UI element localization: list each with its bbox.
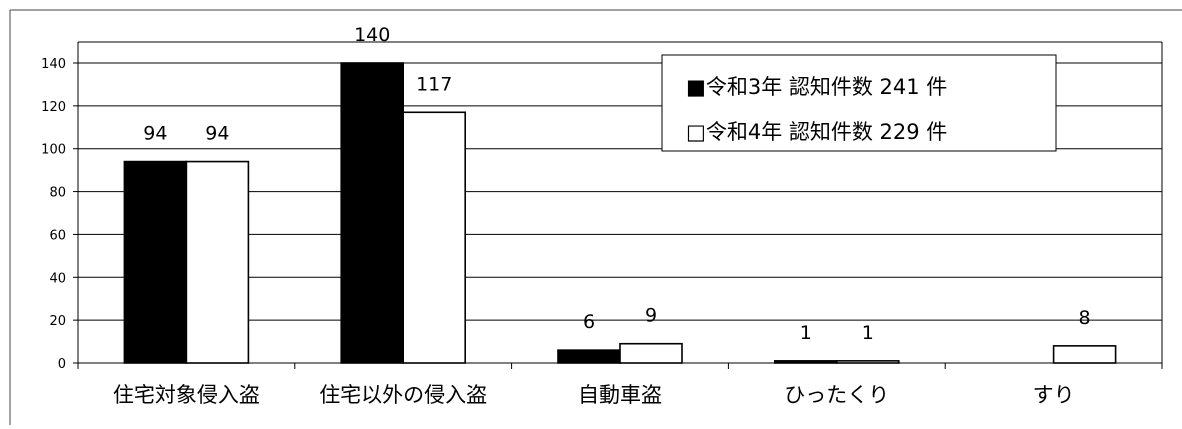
bar-reiwa4: [619, 342, 683, 364]
data-label: 1: [800, 322, 812, 344]
data-label: 94: [205, 123, 229, 145]
x-category-label: 住宅対象侵入盗: [113, 383, 260, 407]
data-label: 140: [354, 24, 390, 46]
bar-reiwa4: [402, 111, 467, 364]
bars: [123, 62, 1117, 364]
y-tick-label: 20: [49, 314, 66, 329]
bar-reiwa3: [773, 360, 838, 364]
bar-reiwa4: [835, 360, 900, 364]
x-category-label: ひったくり: [784, 383, 889, 407]
x-category-label: 自動車盗: [578, 383, 662, 407]
legend-item-reiwa4: □令和4年 認知件数 229 件: [686, 120, 947, 144]
bar-reiwa4: [1052, 345, 1117, 364]
legend-item-reiwa3: ■令和3年 認知件数 241 件: [686, 75, 947, 99]
legend-box: [661, 54, 1057, 152]
data-label: 9: [645, 305, 657, 327]
legend: ■令和3年 認知件数 241 件 □令和4年 認知件数 229 件: [661, 54, 1057, 152]
data-labels: 94 94 140 117 6 9 1 1 8: [143, 24, 1090, 344]
data-label: 1: [862, 322, 874, 344]
axes: 0 20 40 60 80 100 120 140 住宅対象侵入盗 住宅以外の侵入盗 自動車盗 ひった…: [41, 41, 1163, 407]
y-tick-label: 120: [41, 100, 66, 115]
data-label: 117: [416, 73, 452, 95]
data-label: 94: [143, 123, 167, 145]
data-label: 6: [583, 311, 595, 333]
bar-reiwa3: [123, 160, 188, 364]
y-tick-label: 0: [58, 357, 66, 372]
bar-reiwa4: [185, 160, 250, 364]
x-category-label: すり: [1033, 383, 1075, 407]
y-tick-label: 60: [49, 228, 66, 243]
y-tick-label: 80: [49, 186, 66, 201]
bar-reiwa3: [340, 62, 405, 364]
y-tick-label: 40: [49, 271, 66, 286]
data-label: 8: [1079, 307, 1091, 329]
x-category-label: 住宅以外の侵入盗: [319, 383, 487, 407]
y-tick-label: 100: [41, 143, 66, 158]
y-tick-label: 140: [41, 57, 66, 72]
bar-reiwa3: [557, 349, 621, 364]
